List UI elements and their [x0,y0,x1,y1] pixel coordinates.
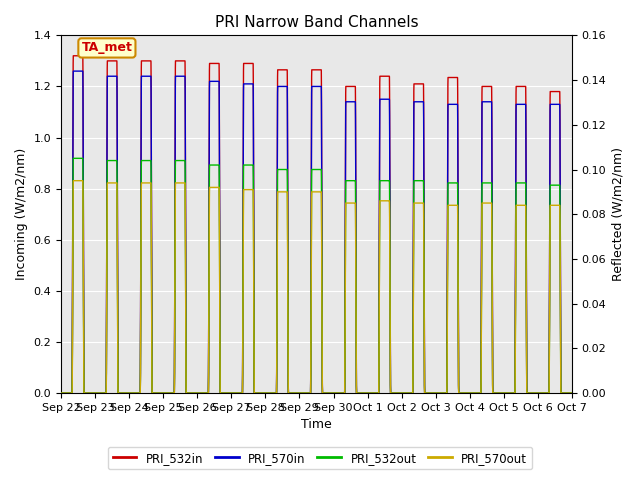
Text: TA_met: TA_met [81,41,132,54]
Y-axis label: Incoming (W/m2/nm): Incoming (W/m2/nm) [15,148,28,280]
Legend: PRI_532in, PRI_570in, PRI_532out, PRI_570out: PRI_532in, PRI_570in, PRI_532out, PRI_57… [108,447,532,469]
Y-axis label: Reflected (W/m2/nm): Reflected (W/m2/nm) [612,147,625,281]
Title: PRI Narrow Band Channels: PRI Narrow Band Channels [214,15,419,30]
X-axis label: Time: Time [301,419,332,432]
